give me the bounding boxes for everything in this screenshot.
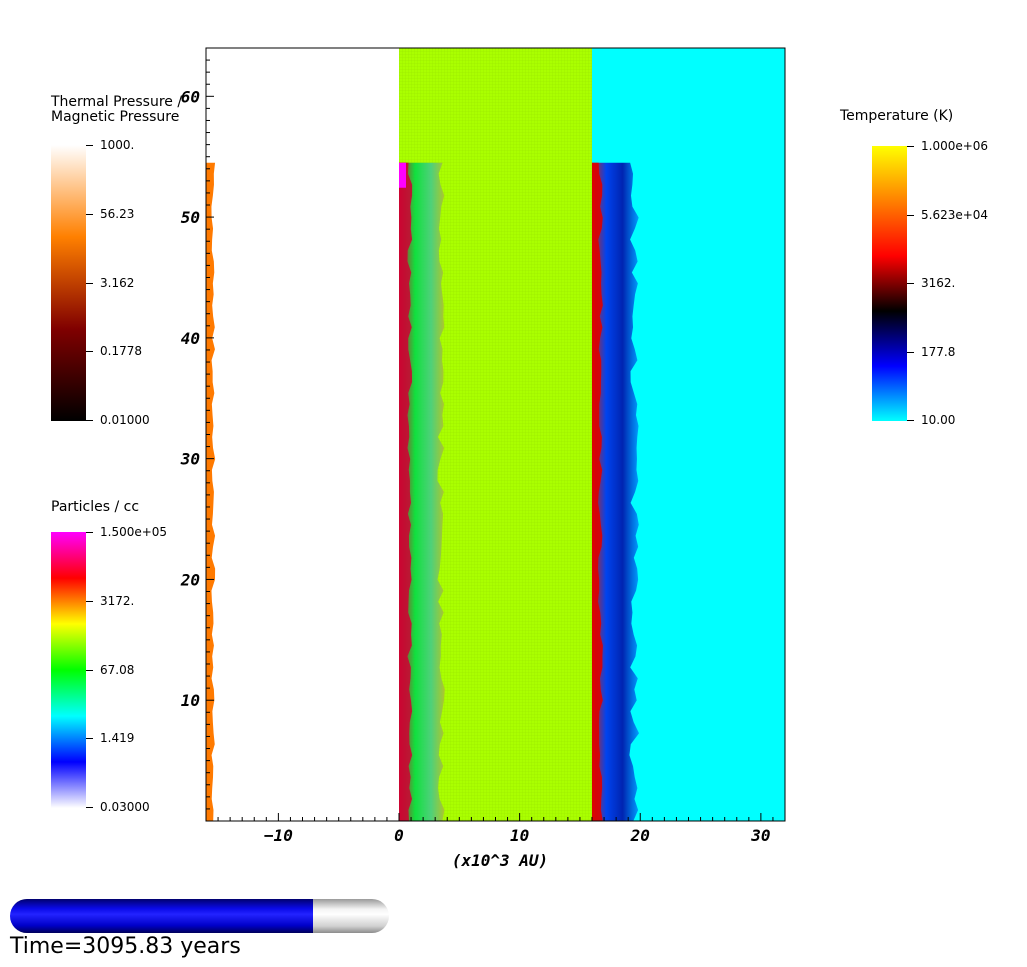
temperature-colorbar-gradient [872, 146, 907, 421]
time-label: Time=3095.83 years [10, 934, 241, 959]
pressure-colorbar-label: 0.01000 [100, 413, 150, 427]
y-tick-label: 60 [181, 87, 200, 106]
density-colorbar-label: 67.08 [100, 662, 135, 677]
density-colorbar-label: 1.419 [100, 731, 135, 746]
density-colorbar-tick [86, 738, 93, 740]
y-tick-label: 10 [181, 691, 200, 710]
pressure-colorbar-label: 0.1778 [100, 344, 142, 359]
pressure-colorbar-label: 56.23 [100, 206, 135, 221]
density-colorbar-label: 3172. [100, 593, 135, 608]
x-tick-label: 30 [750, 826, 770, 845]
temperature-colorbar-title: Temperature (K) [840, 108, 954, 124]
y-tick-label: 40 [181, 329, 200, 348]
temperature-colorbar-tick [907, 214, 914, 216]
time-progress-fill [10, 899, 314, 933]
pressure-colorbar-gradient [51, 145, 86, 421]
density-colorbar-tick [86, 532, 93, 533]
pressure-colorbar-label: 1000. [100, 138, 135, 152]
y-tick-label: 30 [180, 450, 200, 469]
y-tick-label: 50 [181, 208, 200, 227]
density-colorbar-tick [86, 600, 93, 602]
feature-temperature-hot-edge [592, 162, 603, 821]
pressure-colorbar-tick [86, 145, 93, 146]
temperature-colorbar-label: 1.000e+06 [921, 139, 989, 153]
x-tick-label: 20 [630, 826, 650, 845]
x-tick-label: 0 [394, 826, 404, 845]
temperature-colorbar-tick [907, 283, 914, 284]
temperature-colorbar-label: 3162. [921, 276, 956, 290]
feature-density-core [399, 162, 413, 821]
panel-0 [206, 48, 399, 821]
temperature-colorbar-label: 10.00 [921, 413, 956, 427]
density-colorbar-title: Particles / cc [51, 499, 140, 515]
feature-density-peak [399, 162, 406, 188]
density-colorbar-label: 1.500e+05 [100, 525, 168, 539]
pressure-colorbar-tick [86, 213, 93, 215]
density-colorbar-gradient [51, 532, 86, 808]
temperature-colorbar-label: 5.623e+04 [921, 207, 989, 222]
temperature-colorbar-label: 177.8 [921, 344, 956, 359]
temperature-colorbar-tick [907, 146, 914, 147]
plot-area: 10 20 30 40 50 60 −10 0 10 20 30 (x10^3 AU) [180, 47, 786, 870]
x-tick-label: −10 [264, 826, 293, 845]
pressure-colorbar-tick [86, 282, 93, 284]
pressure-colorbar-title-line1: Thermal Pressure / [51, 94, 183, 110]
pressure-colorbar-tick [86, 420, 93, 421]
feature-pressure-strip [206, 162, 216, 821]
x-axis-label: (x10^3 AU) [452, 851, 548, 870]
density-colorbar-tick [86, 669, 93, 671]
density-colorbar-tick [86, 807, 93, 808]
pressure-colorbar-tick [86, 351, 93, 353]
time-progress-bar [10, 899, 389, 933]
temperature-colorbar-tick [907, 351, 914, 353]
feature-temperature-filament [592, 162, 640, 821]
density-colorbar-label: 0.03000 [100, 800, 150, 814]
pressure-colorbar-title-line2: Magnetic Pressure [51, 109, 180, 125]
x-tick-label: 10 [510, 826, 529, 845]
y-tick-label: 20 [180, 570, 200, 589]
pressure-colorbar-label: 3.162 [100, 275, 135, 290]
temperature-colorbar-tick [907, 420, 914, 421]
